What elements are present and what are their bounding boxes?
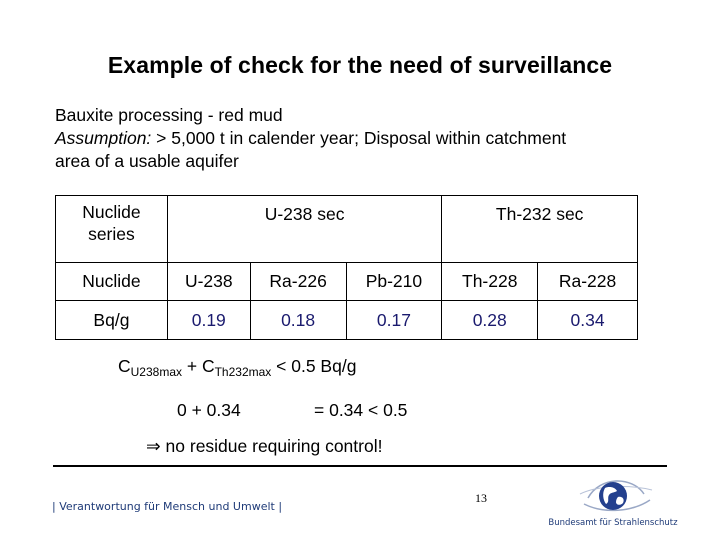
nuclide-cell-u238: U-238 [166, 262, 251, 301]
globe-icon [579, 480, 653, 512]
sum-formula: CU238max + CTh232max < 0.5 Bq/g [118, 356, 356, 379]
table-row-activity: Bq/g 0.19 0.18 0.17 0.28 0.34 [55, 300, 638, 340]
footer-slogan: | Verantwortung für Mensch und Umwelt | [52, 500, 283, 513]
calc-result: = 0.34 < 0.5 [314, 400, 408, 420]
nuclide-cell-pb210: Pb-210 [345, 262, 443, 301]
intro-text: Bauxite processing - red mud Assumption:… [55, 104, 665, 173]
formula-limit: < 0.5 Bq/g [271, 356, 357, 376]
bfs-logo: Bundesamt für Strahlenschutz [548, 478, 678, 536]
table-row-nuclide: Nuclide U-238 Ra-226 Pb-210 Th-228 Ra-22… [55, 262, 638, 301]
formula-plus: + C [182, 356, 215, 376]
nuclide-label-cell: Nuclide [55, 262, 168, 301]
nuclide-cell-ra226: Ra-226 [249, 262, 347, 301]
formula-c1: C [118, 356, 131, 376]
footer-divider [53, 465, 667, 467]
nuclide-cell-ra228: Ra-228 [537, 262, 638, 301]
table-header-row: Nuclide series U-238 sec Th-232 sec [55, 195, 638, 263]
activity-cell-ra228: 0.34 [537, 300, 638, 340]
intro-line-process: Bauxite processing - red mud [55, 105, 283, 125]
slide-title: Example of check for the need of surveil… [107, 52, 613, 78]
formula-sub-u238: U238max [130, 365, 182, 379]
intro-line-assumption: Assumption: > 5,000 t in calender year; … [55, 127, 665, 150]
th232-group-header: Th-232 sec [441, 195, 638, 263]
series-label-line2: series [88, 224, 135, 244]
activity-cell-ra226: 0.18 [249, 300, 347, 340]
calc-sum: 0 + 0.34 [177, 400, 241, 420]
nuclide-table: Nuclide series U-238 sec Th-232 sec Nucl… [55, 195, 638, 340]
activity-cell-th228: 0.28 [441, 300, 539, 340]
logo-text: Bundesamt für Strahlenschutz [548, 518, 678, 528]
activity-cell-u238: 0.19 [166, 300, 251, 340]
implies-icon: ⇒ [146, 436, 161, 456]
series-label-line1: Nuclide [82, 202, 141, 222]
assumption-text: > 5,000 t in calender year; Disposal wit… [151, 128, 567, 148]
conclusion: ⇒ no residue requiring control! [146, 436, 382, 457]
intro-line-aquifer: area of a usable aquifer [55, 151, 239, 171]
unit-label-cell: Bq/g [55, 300, 168, 340]
activity-cell-pb210: 0.17 [345, 300, 443, 340]
formula-sub-th232: Th232max [214, 365, 272, 379]
conclusion-text: no residue requiring control! [160, 436, 383, 456]
page-number: 13 [475, 491, 487, 505]
assumption-label: Assumption: [55, 128, 152, 148]
u238-group-header: U-238 sec [166, 195, 443, 263]
series-header-cell: Nuclide series [55, 195, 168, 263]
nuclide-cell-th228: Th-228 [441, 262, 539, 301]
